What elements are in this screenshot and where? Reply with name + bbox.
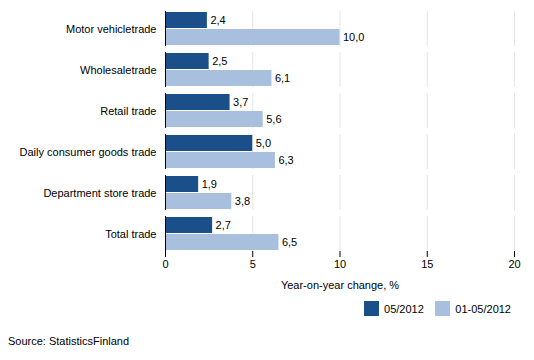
svg-text:2,5: 2,5	[212, 55, 227, 67]
svg-text:3,7: 3,7	[233, 96, 248, 108]
svg-text:5,0: 5,0	[256, 137, 271, 149]
svg-text:2,7: 2,7	[216, 219, 231, 231]
svg-text:20: 20	[508, 258, 520, 270]
svg-text:3,8: 3,8	[235, 195, 250, 207]
svg-text:5: 5	[250, 258, 256, 270]
svg-text:6,3: 6,3	[278, 154, 293, 166]
svg-text:15: 15	[421, 258, 433, 270]
svg-text:6,1: 6,1	[275, 72, 290, 84]
svg-text:Total trade: Total trade	[105, 228, 156, 240]
svg-text:10: 10	[334, 258, 346, 270]
html-text:05/2012: 05/2012	[384, 302, 424, 315]
svg-text:2,4: 2,4	[210, 14, 225, 26]
svg-text:Wholesaletrade: Wholesaletrade	[80, 64, 156, 76]
svg-text:10,0: 10,0	[343, 31, 364, 43]
html-text:Source: StatisticsFinland: Source: StatisticsFinland	[8, 334, 130, 347]
html-text:01-05/2012: 01-05/2012	[455, 302, 511, 315]
svg-text:Retail trade: Retail trade	[100, 105, 156, 117]
svg-text:1,9: 1,9	[202, 178, 217, 190]
svg-text:Daily consumer goods trade: Daily consumer goods trade	[20, 146, 157, 158]
svg-text:Department store trade: Department store trade	[43, 187, 156, 199]
svg-text:0: 0	[162, 258, 168, 270]
svg-text:Motor vehicletrade: Motor vehicletrade	[66, 23, 157, 35]
svg-text:Year-on-year change, %: Year-on-year change, %	[281, 279, 399, 291]
svg-text:6,5: 6,5	[282, 236, 297, 248]
svg-text:5,6: 5,6	[266, 113, 281, 125]
